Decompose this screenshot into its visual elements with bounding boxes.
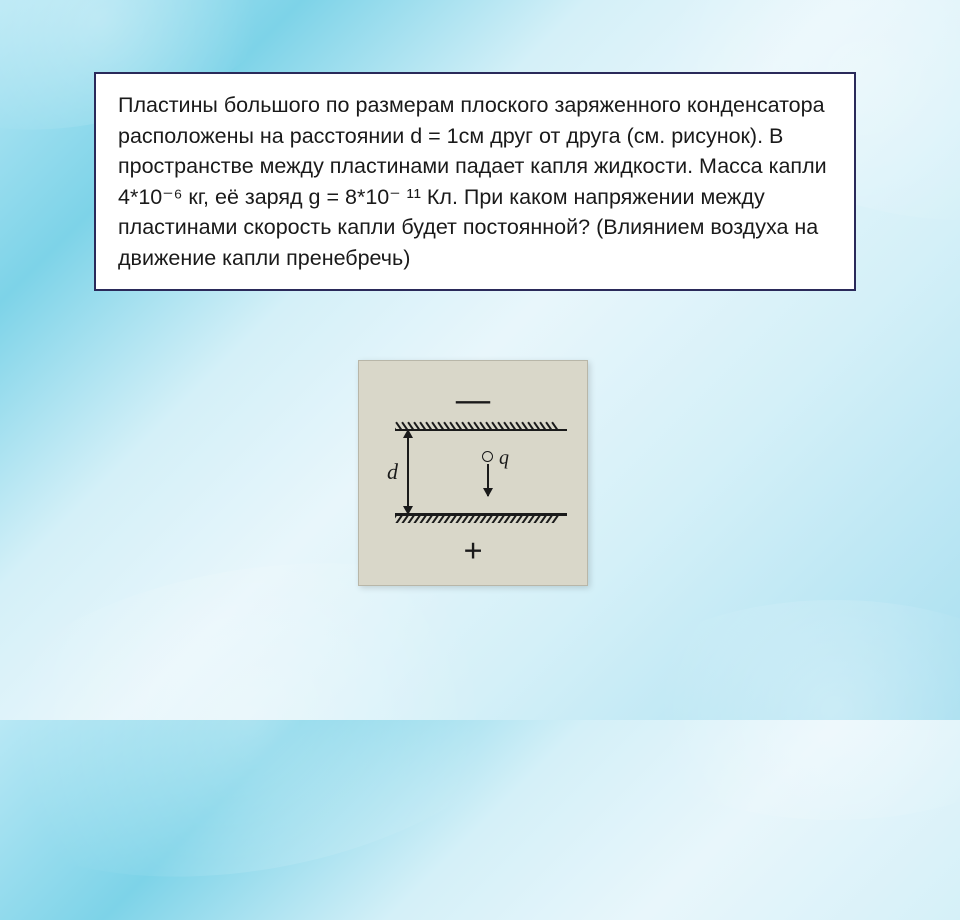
d-label: d [387, 459, 398, 485]
top-plate [395, 425, 567, 431]
problem-box: Пластины большого по размерам плоского з… [94, 72, 856, 291]
drop-circle [482, 451, 493, 462]
bg-wave [610, 600, 960, 820]
drop-arrow [487, 464, 489, 496]
q-label: q [499, 447, 509, 470]
plus-sign: + [463, 533, 482, 571]
bottom-plate [395, 513, 567, 519]
problem-text: Пластины большого по размерам плоского з… [118, 90, 834, 273]
distance-arrow [407, 430, 409, 514]
minus-sign: — [456, 381, 490, 419]
capacitor-figure: — d q + [358, 360, 588, 586]
